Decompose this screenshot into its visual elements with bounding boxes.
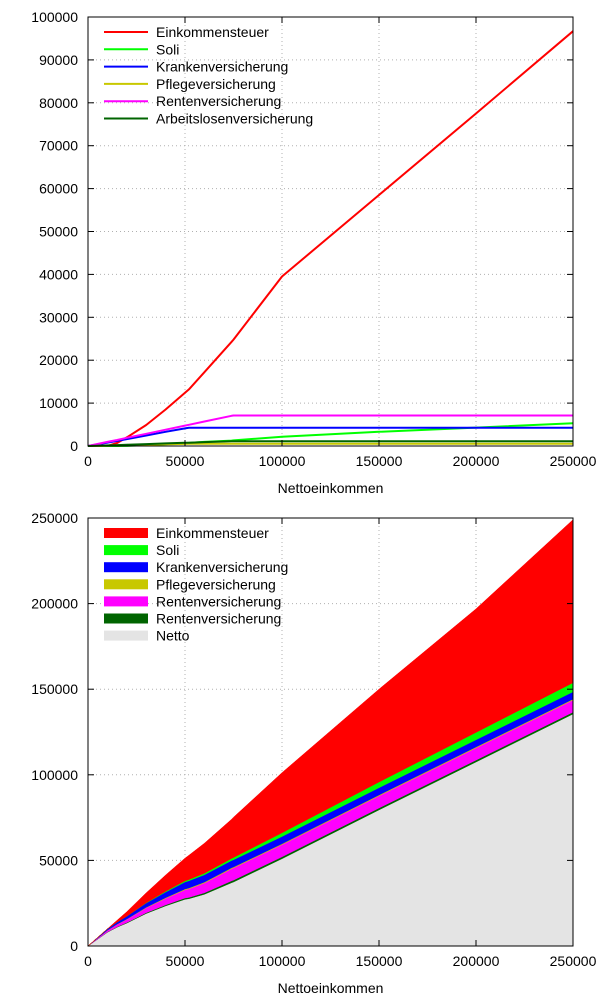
legend-label: Rentenversicherung (156, 93, 281, 109)
legend-swatch (104, 596, 148, 607)
x-axis-label: Nettoeinkommen (278, 980, 384, 996)
y-tick-label: 100000 (31, 9, 78, 25)
legend-label: Soli (156, 542, 179, 558)
legend-label: Einkommensteuer (156, 525, 269, 541)
legend-swatch (104, 528, 148, 538)
y-tick-label: 150000 (31, 681, 78, 697)
y-tick-label: 0 (70, 438, 78, 454)
x-tick-label: 200000 (453, 453, 500, 469)
y-tick-label: 30000 (39, 309, 78, 325)
y-tick-label: 0 (70, 938, 78, 954)
y-tick-label: 90000 (39, 52, 78, 68)
y-tick-label: 250000 (31, 510, 78, 526)
x-tick-label: 0 (84, 453, 92, 469)
legend-swatch (104, 579, 148, 590)
x-tick-label: 200000 (453, 953, 500, 969)
x-tick-label: 150000 (356, 953, 403, 969)
legend-label: Netto (156, 628, 190, 644)
y-tick-label: 200000 (31, 596, 78, 612)
x-tick-label: 250000 (550, 453, 597, 469)
series-line-rentenversicherung (87, 414, 573, 447)
x-tick-label: 50000 (166, 953, 205, 969)
legend-label: Krankenversicherung (156, 59, 288, 75)
y-tick-label: 40000 (39, 266, 78, 282)
legend-label: Soli (156, 41, 179, 57)
legend-label: Pflegeversicherung (156, 76, 276, 92)
y-tick-label: 50000 (39, 224, 78, 240)
area-chart: 0 50000 100000 150000 200000 250000 0 50000 1000… (31, 510, 596, 996)
series-line-arbeitslosenversicherung (87, 440, 573, 447)
y-tick-label: 100000 (31, 767, 78, 783)
series-line-krankenversicherung (87, 426, 573, 447)
legend-label: Krankenversicherung (156, 559, 288, 575)
legend-label: Pflegeversicherung (156, 576, 276, 592)
line-chart: 0 50000 100000 150000 200000 250000 0 10000 2000… (31, 9, 596, 496)
y-tick-label: 80000 (39, 95, 78, 111)
legend-label: Rentenversicherung (156, 593, 281, 609)
y-tick-label: 10000 (39, 395, 78, 411)
legend-label: Einkommensteuer (156, 24, 269, 40)
x-tick-label: 250000 (550, 953, 597, 969)
legend-swatch (104, 613, 148, 624)
legend-swatch (104, 545, 148, 556)
x-tick-label: 100000 (259, 953, 306, 969)
y-tick-label: 60000 (39, 181, 78, 197)
legend-label: Arbeitslosenversicherung (156, 111, 313, 127)
x-axis-label: Nettoeinkommen (278, 480, 384, 496)
x-tick-label: 0 (84, 953, 92, 969)
legend-swatch (104, 562, 148, 573)
x-tick-label: 100000 (259, 453, 306, 469)
x-tick-label: 150000 (356, 453, 403, 469)
plot-frame (87, 517, 574, 947)
x-tick-label: 50000 (166, 453, 205, 469)
legend-label: Rentenversicherung (156, 611, 281, 627)
y-tick-label: 20000 (39, 352, 78, 368)
y-tick-label: 50000 (39, 852, 78, 868)
legend-swatch (104, 630, 148, 641)
y-tick-label: 70000 (39, 138, 78, 154)
legend: EinkommensteuerSoliKrankenversicherungPf… (104, 525, 288, 644)
